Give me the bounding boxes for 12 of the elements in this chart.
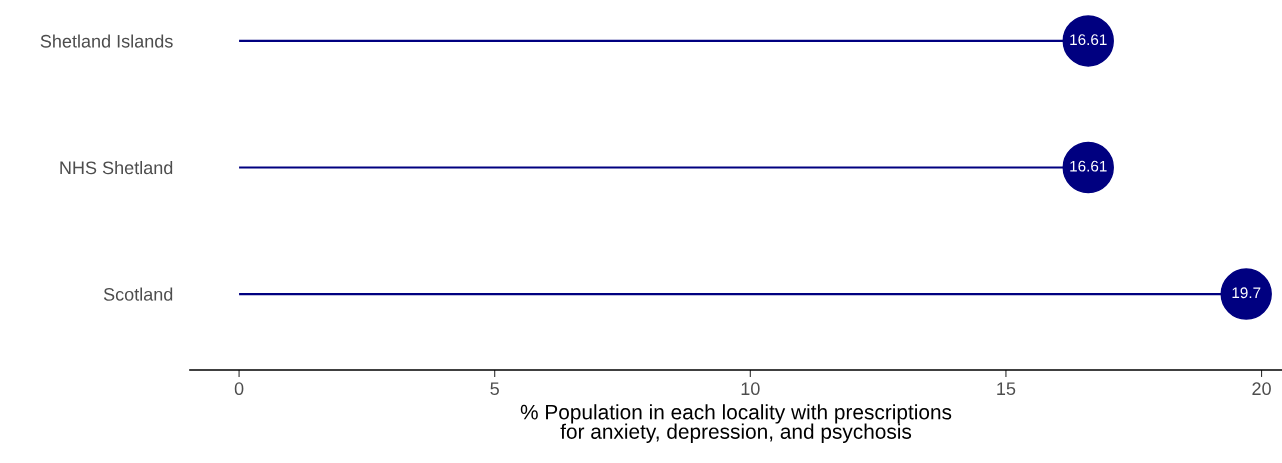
data-label: 16.61	[1070, 160, 1107, 172]
data-label: 16.61	[1070, 34, 1107, 46]
x-tick-label: 0	[234, 382, 244, 396]
x-tick-label: 5	[490, 382, 499, 396]
y-tick-label: Scotland	[103, 287, 173, 301]
x-axis-title: % Population in each locality with prescriptions for anxiety, depression, and psychosis	[520, 404, 952, 444]
y-tick-label: Shetland Islands	[40, 34, 173, 48]
data-label: 19.7	[1232, 287, 1261, 299]
x-tick-label: 15	[997, 382, 1016, 396]
y-tick-label: NHS Shetland	[60, 160, 173, 175]
x-tick-label: 10	[741, 382, 760, 396]
x-tick-label: 20	[1252, 382, 1271, 396]
